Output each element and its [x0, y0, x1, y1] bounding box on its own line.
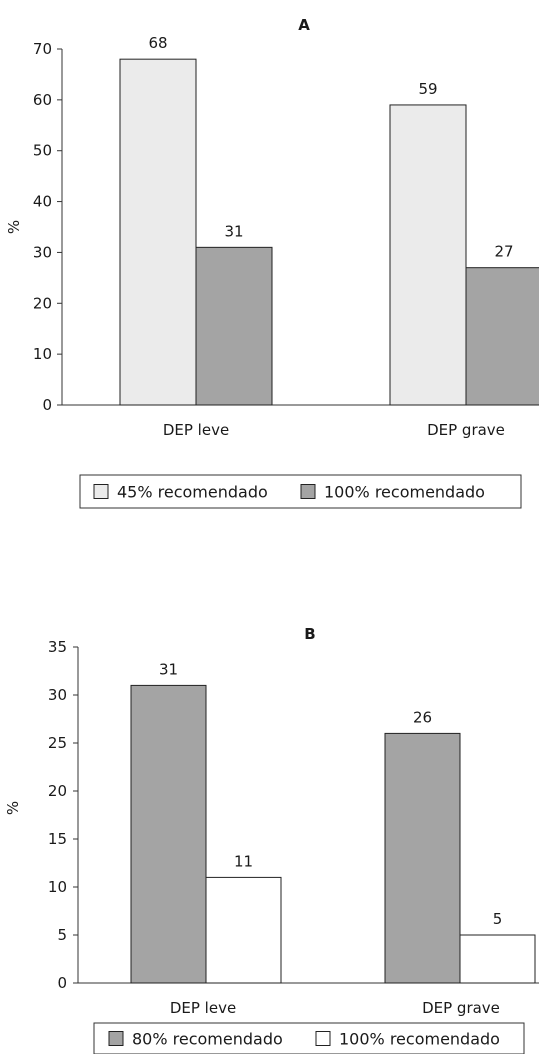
bar-value-label: 31	[224, 222, 243, 240]
y-tick-label: 15	[48, 830, 67, 848]
y-tick-label: 30	[33, 243, 52, 261]
bar-value-label: 31	[159, 660, 178, 678]
bar-value-label: 11	[234, 852, 253, 870]
legend-swatch	[93, 484, 109, 499]
bar	[195, 246, 273, 406]
y-tick-label: 25	[48, 734, 67, 752]
y-tick-label: 30	[48, 686, 67, 704]
bar	[384, 732, 461, 984]
y-tick-label: 70	[33, 40, 52, 58]
chart-panel-b: B% 0 5 10 15 20 25 30 35 31 11 DEP leve 26 5 DEP grave…	[4, 625, 539, 1054]
bar	[465, 267, 539, 406]
legend-swatch	[315, 1031, 331, 1046]
bar-value-label: 26	[413, 708, 432, 726]
y-tick-label: 0	[42, 396, 52, 414]
bar	[119, 58, 197, 406]
chart-panel-a: A% 0 10 20 30 40 50 60 70 68 31 DEP leve 59 27 DEP gra…	[5, 16, 539, 509]
bar-value-label: 27	[494, 243, 513, 261]
legend-label: 45% recomendado	[117, 483, 268, 502]
y-tick-label: 5	[57, 926, 67, 944]
legend-swatch	[108, 1031, 124, 1046]
legend-label: 100% recomendado	[339, 1030, 500, 1049]
y-tick-label: 40	[33, 193, 52, 211]
y-tick-label: 50	[33, 142, 52, 160]
bar	[205, 876, 282, 984]
category-label: DEP leve	[163, 421, 229, 439]
y-tick-label: 10	[33, 345, 52, 363]
y-tick-label: 20	[48, 782, 67, 800]
bar-value-label: 5	[493, 910, 503, 928]
legend-box	[93, 1022, 525, 1054]
category-label: DEP grave	[427, 421, 505, 439]
y-tick-label: 60	[33, 91, 52, 109]
chart-title: B	[304, 625, 315, 643]
legend: 80% recomendado 100% recomendado	[93, 1022, 525, 1054]
y-tick-label: 10	[48, 878, 67, 896]
legend-label: 100% recomendado	[324, 483, 485, 502]
bar-value-label: 59	[418, 80, 437, 98]
y-tick-label: 35	[48, 638, 67, 656]
legend-swatch	[300, 484, 316, 499]
legend: 45% recomendado 100% recomendado	[79, 474, 522, 509]
chart-title: A	[298, 16, 310, 34]
bar	[459, 934, 536, 984]
category-label: DEP grave	[422, 999, 500, 1017]
bar	[130, 684, 207, 984]
bar	[389, 104, 467, 406]
y-axis-label: %	[5, 220, 23, 234]
legend-label: 80% recomendado	[132, 1030, 283, 1049]
y-tick-label: 20	[33, 294, 52, 312]
y-axis-label: %	[4, 801, 22, 815]
bar-value-label: 68	[148, 34, 167, 52]
category-label: DEP leve	[170, 999, 236, 1017]
y-tick-label: 0	[57, 974, 67, 992]
